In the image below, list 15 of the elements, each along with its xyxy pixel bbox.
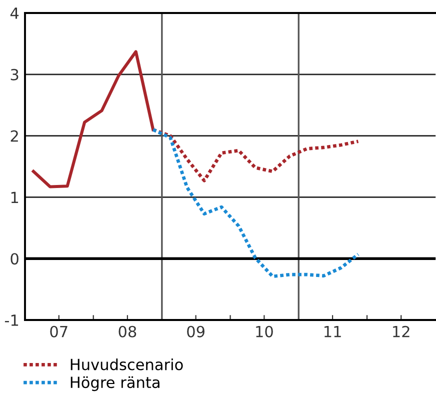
x-tick-label: 10 bbox=[256, 326, 273, 338]
x-tick-label: 08 bbox=[118, 326, 136, 338]
legend-label: Högre ränta bbox=[70, 376, 160, 392]
y-tick-label: -1 bbox=[4, 314, 18, 326]
legend-label: Huvudscenario bbox=[70, 358, 183, 370]
x-tick-label: 07 bbox=[50, 326, 68, 338]
y-tick-label: 3 bbox=[10, 68, 18, 80]
x-tick-label: 09 bbox=[187, 326, 204, 338]
y-tick-label: 4 bbox=[10, 8, 19, 19]
x-tick-label: 11 bbox=[324, 326, 341, 338]
y-tick-label: 2 bbox=[10, 130, 18, 142]
y-tick-label: 0 bbox=[10, 253, 18, 265]
y-tick-label: 1 bbox=[11, 192, 18, 204]
x-tick-label: 12 bbox=[393, 326, 410, 338]
line-series bbox=[151, 128, 360, 278]
